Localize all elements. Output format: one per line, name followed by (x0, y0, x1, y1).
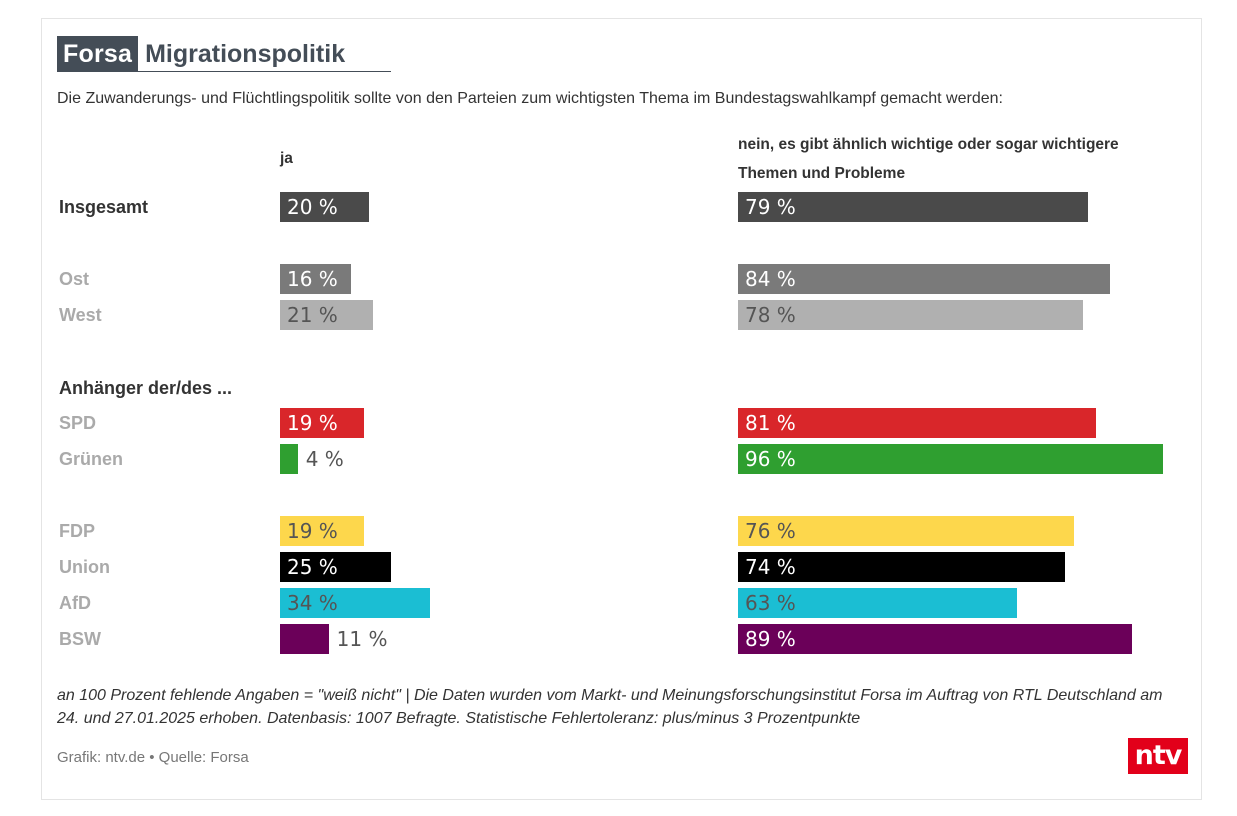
category-label-insgesamt: Insgesamt (59, 197, 149, 217)
bar-yes-fdp (280, 516, 365, 546)
bar-yes-insgesamt (280, 192, 369, 222)
value-label-no-gruenen: 96 % (745, 447, 796, 471)
value-label-no-fdp: 76 % (745, 519, 796, 543)
category-label-fdp: FDP (59, 521, 95, 541)
bar-yes-west (280, 300, 373, 330)
chart-header: Forsa Migrationspolitik (57, 36, 357, 72)
bar-yes-afd (280, 588, 431, 618)
column-header-no-line2: Themen und Probleme (738, 165, 906, 182)
value-label-no-afd: 63 % (745, 591, 796, 615)
category-label-union: Union (59, 557, 110, 577)
category-label-gruenen: Grünen (59, 449, 124, 469)
value-label-yes-insgesamt: 20 % (287, 195, 338, 219)
bar-no-insgesamt (738, 192, 1088, 222)
title-underline (57, 71, 391, 72)
bar-yes-gruenen (280, 444, 298, 474)
bar-yes-ost (280, 264, 351, 294)
value-label-no-spd: 81 % (745, 411, 796, 435)
value-label-yes-west: 21 % (287, 303, 338, 327)
brand-label: Forsa (57, 36, 139, 72)
bar-no-union (738, 552, 1066, 582)
value-label-yes-spd: 19 % (287, 411, 338, 435)
category-label-ost: Ost (59, 269, 90, 289)
column-header-no: nein, es gibt ähnlich wichtige oder soga… (738, 130, 1119, 188)
value-label-yes-ost: 16 % (287, 267, 338, 291)
value-label-yes-afd: 34 % (287, 591, 338, 615)
value-label-no-bsw: 89 % (745, 627, 796, 651)
category-label-bsw: BSW (59, 629, 101, 649)
chart-title: Migrationspolitik (145, 40, 346, 68)
bar-no-bsw (738, 624, 1132, 654)
bar-yes-bsw (280, 624, 329, 654)
category-label-afd: AfD (59, 593, 91, 613)
bar-no-spd (738, 408, 1097, 438)
bar-no-fdp (738, 516, 1075, 546)
value-label-no-west: 78 % (745, 303, 796, 327)
value-label-yes-fdp: 19 % (287, 519, 338, 543)
value-label-no-union: 74 % (745, 555, 796, 579)
bar-yes-union (280, 552, 391, 582)
category-label-west: West (59, 305, 102, 325)
column-header-no-line1: nein, es gibt ähnlich wichtige oder soga… (738, 136, 1119, 153)
value-label-yes-union: 25 % (287, 555, 338, 579)
bar-no-west (738, 300, 1084, 330)
bar-no-gruenen (738, 444, 1163, 474)
ntv-logo: ntv (1128, 738, 1188, 774)
value-label-no-insgesamt: 79 % (745, 195, 796, 219)
value-label-yes-gruenen: 4 % (305, 447, 344, 471)
value-label-no-ost: 84 % (745, 267, 796, 291)
source-line: Grafik: ntv.de • Quelle: Forsa (57, 749, 249, 766)
bar-no-ost (738, 264, 1110, 294)
column-header-yes: ja (280, 150, 293, 167)
section-label-supporters: Anhänger der/des ... (59, 378, 233, 398)
bar-yes-spd (280, 408, 365, 438)
chart-subtitle: Die Zuwanderungs- und Flüchtlingspolitik… (57, 90, 1003, 107)
footnote: an 100 Prozent fehlende Angaben = "weiß … (57, 687, 1163, 727)
category-label-spd: SPD (59, 413, 97, 433)
bar-no-afd (738, 588, 1017, 618)
value-label-yes-bsw: 11 % (336, 627, 388, 651)
